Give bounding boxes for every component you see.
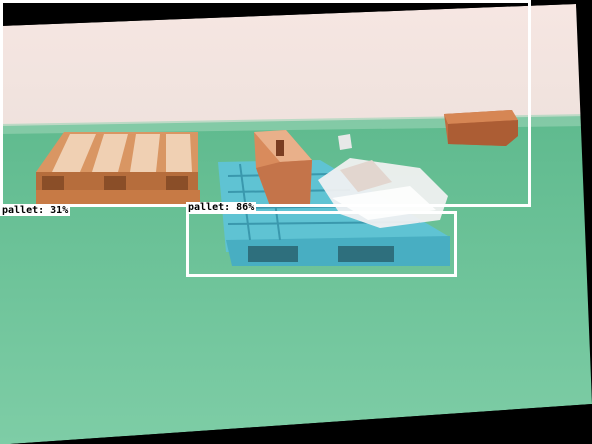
detection-box-1	[0, 0, 531, 207]
floor-box	[444, 110, 518, 146]
cardboard-box	[254, 130, 312, 206]
detection-label-2: pallet: 86%	[186, 202, 257, 213]
detection-label-1: pallet: 31%	[0, 205, 71, 216]
top-margin	[0, 0, 592, 26]
detection-box-2	[186, 211, 457, 277]
wooden-pallet	[36, 132, 200, 204]
right-margin	[576, 0, 592, 404]
photo-content	[0, 4, 592, 444]
wall	[0, 4, 588, 128]
bottom-margin	[10, 404, 592, 444]
